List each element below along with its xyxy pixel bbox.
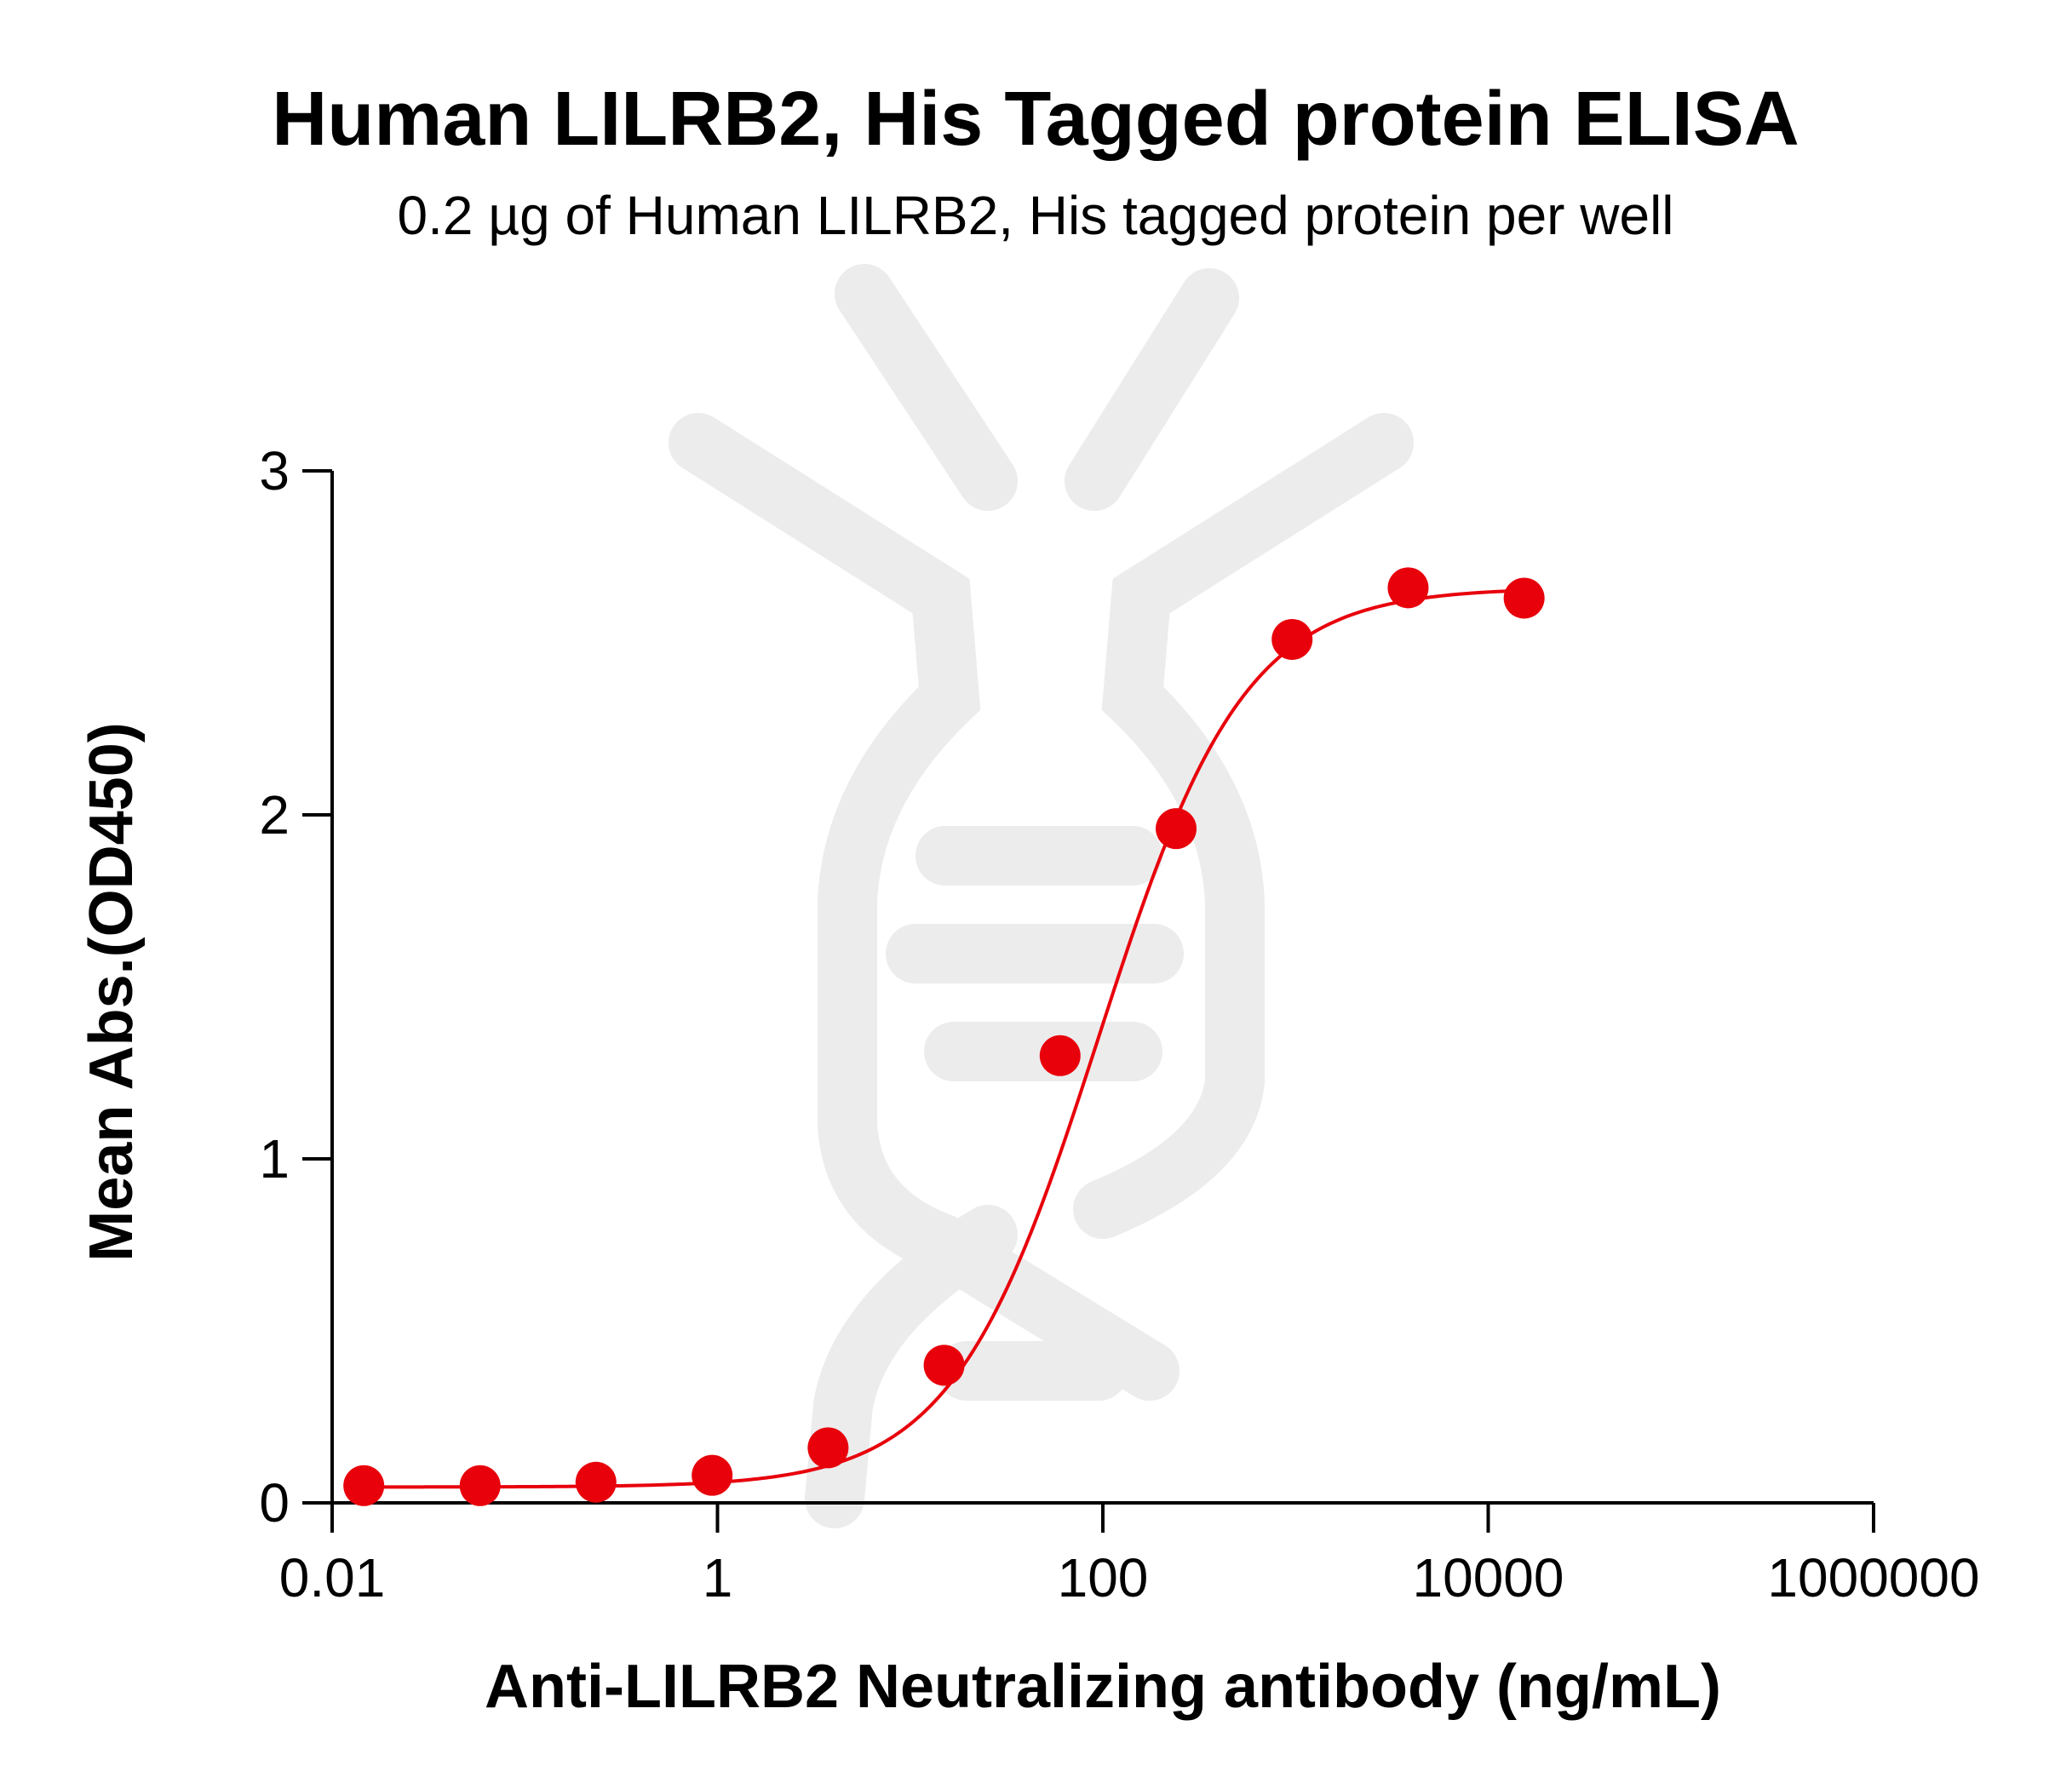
data-point [692,1454,733,1496]
y-tick-label: 1 [259,1128,290,1190]
data-point [575,1461,617,1503]
x-axis-label: Anti-LILRB2 Neutralizing antibody (ng/mL… [485,1653,1721,1721]
data-point [1039,1035,1081,1076]
fit-curve [364,588,1524,1489]
y-tick-label: 3 [259,440,290,502]
x-tick-label: 1 [703,1547,733,1608]
data-points [343,567,1545,1506]
x-tick-label: 10000 [1413,1547,1564,1608]
x-tick-label: 0.01 [279,1547,386,1608]
y-tick-label: 0 [259,1472,290,1534]
data-point [1387,567,1429,609]
data-point [1503,577,1545,619]
y-axis-label: Mean Abs.(OD450) [77,722,146,1261]
x-tick-label: 1000000 [1767,1547,1979,1608]
chart-subtitle: 0.2 µg of Human LILRB2, His tagged prote… [397,185,1673,246]
x-axis-ticks: 0.01 1 100 10000 1000000 [279,1503,1980,1608]
chart-title: Human LILRB2, His Tagged protein ELISA [272,77,1799,162]
data-point [459,1465,501,1506]
data-point [1271,618,1313,660]
data-point [923,1344,965,1386]
y-axis-ticks: 0 1 2 3 [259,440,332,1534]
data-point [807,1427,849,1469]
y-tick-label: 2 [259,784,290,846]
watermark-logo [669,264,1414,1528]
y-axis: 0 1 2 3 [259,440,334,1534]
x-tick-label: 100 [1058,1547,1149,1608]
x-axis: 0.01 1 100 10000 1000000 [279,1501,1980,1608]
data-point [343,1465,385,1506]
data-point [1156,808,1197,850]
